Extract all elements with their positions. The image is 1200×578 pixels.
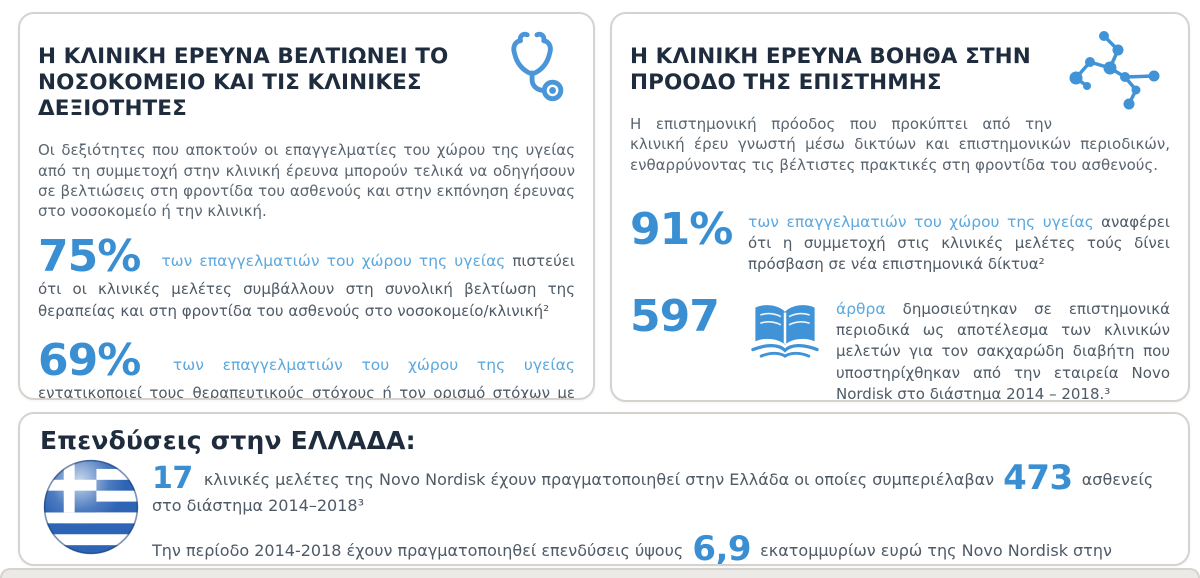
line-text: Την περίοδο 2014-2018 έχουν πραγματοποιη… bbox=[152, 540, 684, 560]
greece-text-block: 17 κλινικές μελέτες της Novo Nordisk έχο… bbox=[152, 461, 1168, 564]
stat-text: αναφέρει ότι η συμμετοχή στις κλινικές μ… bbox=[748, 212, 1170, 274]
stat-69-percent: 69% των επαγγελματιών του χώρου της υγεί… bbox=[38, 338, 575, 400]
stethoscope-icon bbox=[497, 26, 575, 114]
greece-flag-icon bbox=[42, 458, 140, 556]
stat-value-17: 17 bbox=[152, 461, 193, 496]
greece-line-investments: Την περίοδο 2014-2018 έχουν πραγματοποιη… bbox=[152, 532, 1168, 564]
stat-highlight: των επαγγελματιών του χώρου της υγείας bbox=[748, 212, 1094, 231]
card-hospital-clinical-skills: Η ΚΛΙΝΙΚΗ ΕΡΕΥΝΑ ΒΕΛΤΙΩΝΕΙ ΤΟ ΝΟΣΟΚΟΜΕΙΟ… bbox=[18, 12, 595, 400]
line-text: εκατομμυρίων ευρώ της Novo Nordisk στην … bbox=[760, 540, 1112, 560]
card-title: Επενδύσεις στην ΕΛΛΑΔΑ: bbox=[40, 426, 416, 455]
line-text: κλινικές μελέτες της Novo Nordisk έχουν … bbox=[203, 470, 995, 489]
stat-91-percent: 91% των επαγγελματιών του χώρου της υγεί… bbox=[630, 203, 1170, 276]
stat-value-473: 473 bbox=[1003, 458, 1073, 498]
stat-text: δημοσιεύτηκαν σε επιστημονικά περιοδικά … bbox=[836, 299, 1170, 402]
card-intro-text: Οι δεξιότητες που αποκτούν οι επαγγελματ… bbox=[38, 141, 575, 221]
stat-597-articles: 597 άρθρα δημοσιεύτηκαν σε επιστημονικά … bbox=[630, 290, 1170, 402]
card-intro-text: Η επιστημονική πρόοδος που προκύπτει από… bbox=[630, 115, 1170, 174]
stat-text: πιστεύει ότι οι κλινικές μελέτες συμβάλλ… bbox=[38, 252, 575, 320]
greece-line-studies: 17 κλινικές μελέτες της Novo Nordisk έχο… bbox=[152, 461, 1168, 518]
stat-highlight: των επαγγελματιών του χώρου της υγείας bbox=[161, 252, 506, 271]
stat-highlight: των επαγγελματιών του χώρου της υγείας bbox=[172, 355, 575, 374]
stat-value: 75% bbox=[38, 231, 141, 283]
stat-highlight: άρθρα bbox=[836, 299, 886, 318]
open-book-icon bbox=[748, 298, 822, 364]
stat-text: εντατικοποιεί τους θεραπευτικούς στόχους… bbox=[38, 383, 575, 400]
stat-value: 597 bbox=[630, 290, 720, 342]
card-science-progress: Η ΚΛΙΝΙΚΗ ΕΡΕΥΝΑ ΒΟΗΘΑ ΣΤΗΝ ΠΡΟΟΔΟ ΤΗΣ Ε… bbox=[610, 12, 1190, 402]
card-title: Η ΚΛΙΝΙΚΗ ΕΡΕΥΝΑ ΒΟΗΘΑ ΣΤΗΝ ΠΡΟΟΔΟ ΤΗΣ Ε… bbox=[630, 43, 1031, 96]
stat-value: 69% bbox=[38, 334, 141, 386]
stat-value: 91% bbox=[630, 203, 733, 255]
page-edge-strip bbox=[0, 568, 1200, 578]
network-icon bbox=[1062, 26, 1170, 118]
stat-text-block: των επαγγελματιών του χώρου της υγείας α… bbox=[748, 211, 1170, 276]
stat-text-block: άρθρα δημοσιεύτηκαν σε επιστημονικά περι… bbox=[836, 298, 1170, 402]
stat-75-percent: 75% των επαγγελματιών του χώρου της υγεί… bbox=[38, 235, 575, 322]
line-text: ασθενείς στο διάστημα 2014–2018³ bbox=[152, 470, 1154, 515]
card-title: Η ΚΛΙΝΙΚΗ ΕΡΕΥΝΑ ΒΕΛΤΙΩΝΕΙ ΤΟ ΝΟΣΟΚΟΜΕΙΟ… bbox=[38, 43, 449, 122]
stat-value-6-9: 6,9 bbox=[692, 528, 752, 566]
card-investments-greece: Επενδύσεις στην ΕΛΛΑΔΑ: bbox=[18, 412, 1190, 566]
